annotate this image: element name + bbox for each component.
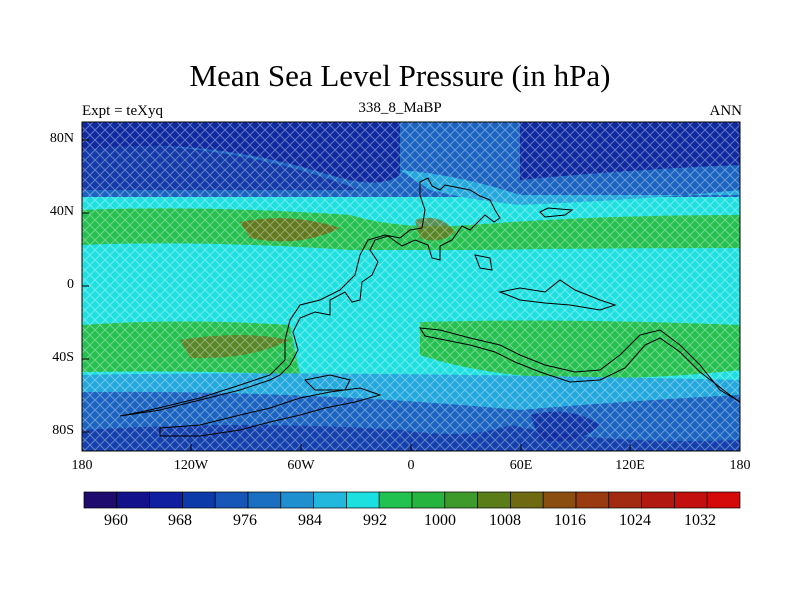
colorbar-swatch: [247, 491, 282, 509]
colorbar-swatch: [280, 491, 314, 509]
colorbar-label: 992: [363, 512, 387, 529]
lat-tick: 80N: [49, 131, 74, 146]
colorbar-swatch: [575, 491, 610, 509]
colorbar: [83, 491, 741, 509]
experiment-label: Expt = teXyq: [82, 103, 163, 119]
colorbar-swatch: [510, 491, 544, 509]
colorbar-swatch: [116, 491, 150, 509]
lat-tick: 0: [67, 277, 74, 292]
colorbar-swatch: [214, 491, 249, 509]
colorbar-label: 1008: [489, 512, 521, 529]
colorbar-label: 984: [298, 512, 322, 529]
colorbar-swatch: [542, 491, 577, 509]
axis-ticks: [81, 139, 741, 451]
lon-tick: 60E: [509, 458, 533, 473]
colorbar-swatch: [313, 491, 347, 509]
colorbar-label: 1024: [619, 512, 651, 529]
colorbar-swatch: [641, 491, 675, 509]
lat-tick: 80S: [52, 423, 74, 438]
colorbar-label: 1000: [424, 512, 456, 529]
period-label: 338_8_MaBP: [358, 100, 442, 116]
lon-tick: 120W: [173, 458, 209, 473]
colorbar-swatch: [444, 491, 478, 509]
colorbar-swatch: [149, 491, 183, 509]
colorbar-label: 960: [104, 512, 128, 529]
lat-tick: 40N: [49, 204, 74, 219]
pressure-field: [82, 122, 740, 451]
colorbar-swatch: [608, 491, 642, 509]
colorbar-label: 976: [233, 512, 257, 529]
colorbar-swatch: [477, 491, 511, 509]
lon-tick: 180: [729, 458, 751, 473]
colorbar-label: 1032: [684, 512, 716, 529]
season-label: ANN: [709, 103, 743, 119]
coastlines: [119, 177, 740, 437]
lon-tick: 180: [71, 458, 93, 473]
lat-tick: 40S: [52, 350, 74, 365]
colorbar-swatch: [378, 491, 413, 509]
colorbar-swatch: [346, 491, 380, 509]
colorbar-swatch: [674, 491, 708, 509]
colorbar-label: 968: [168, 512, 192, 529]
map-title: Mean Sea Level Pressure (in hPa): [189, 58, 611, 93]
lon-tick: 60W: [287, 458, 315, 473]
colorbar-label: 1016: [554, 512, 586, 529]
colorbar-swatch: [182, 491, 216, 509]
lon-tick: 120E: [615, 458, 645, 473]
lon-tick: 0: [407, 458, 415, 473]
colorbar-swatch: [83, 491, 118, 509]
colorbar-swatch: [706, 491, 741, 509]
colorbar-swatch: [411, 491, 446, 509]
